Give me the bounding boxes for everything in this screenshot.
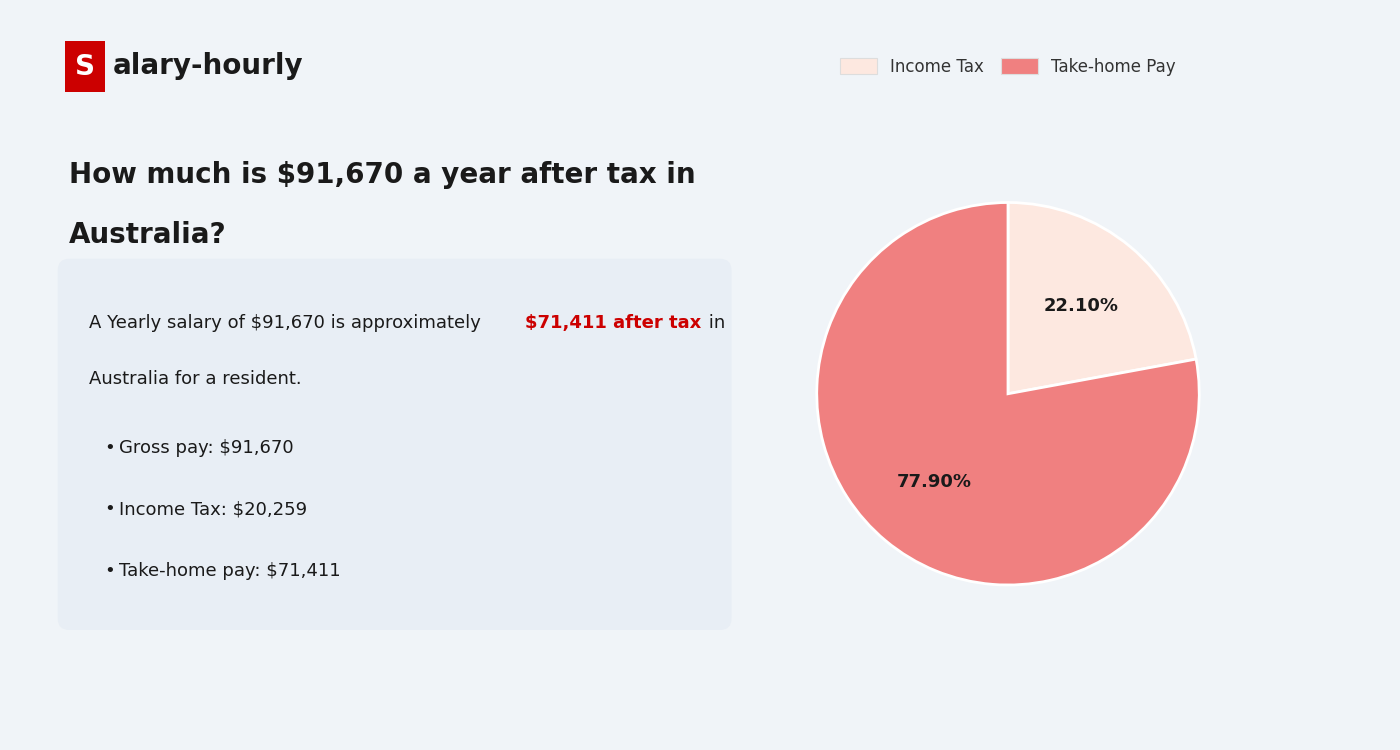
- Text: •: •: [104, 562, 115, 580]
- Wedge shape: [1008, 202, 1196, 394]
- Wedge shape: [816, 202, 1200, 585]
- Text: alary-hourly: alary-hourly: [112, 52, 302, 80]
- FancyBboxPatch shape: [66, 41, 105, 92]
- Text: Australia for a resident.: Australia for a resident.: [88, 370, 301, 388]
- Text: 22.10%: 22.10%: [1044, 296, 1119, 314]
- Text: S: S: [76, 53, 95, 81]
- Text: •: •: [104, 439, 115, 457]
- Text: A Yearly salary of $91,670 is approximately: A Yearly salary of $91,670 is approximat…: [88, 314, 486, 332]
- Legend: Income Tax, Take-home Pay: Income Tax, Take-home Pay: [834, 52, 1182, 82]
- FancyBboxPatch shape: [57, 259, 732, 630]
- Text: 77.90%: 77.90%: [897, 473, 972, 491]
- Text: How much is $91,670 a year after tax in: How much is $91,670 a year after tax in: [70, 161, 696, 189]
- Text: Australia?: Australia?: [70, 221, 227, 249]
- Text: Income Tax: $20,259: Income Tax: $20,259: [119, 500, 308, 518]
- Text: $71,411 after tax: $71,411 after tax: [525, 314, 701, 332]
- Text: •: •: [104, 500, 115, 518]
- Text: in: in: [703, 314, 725, 332]
- Text: Gross pay: $91,670: Gross pay: $91,670: [119, 439, 294, 457]
- Text: Take-home pay: $71,411: Take-home pay: $71,411: [119, 562, 342, 580]
